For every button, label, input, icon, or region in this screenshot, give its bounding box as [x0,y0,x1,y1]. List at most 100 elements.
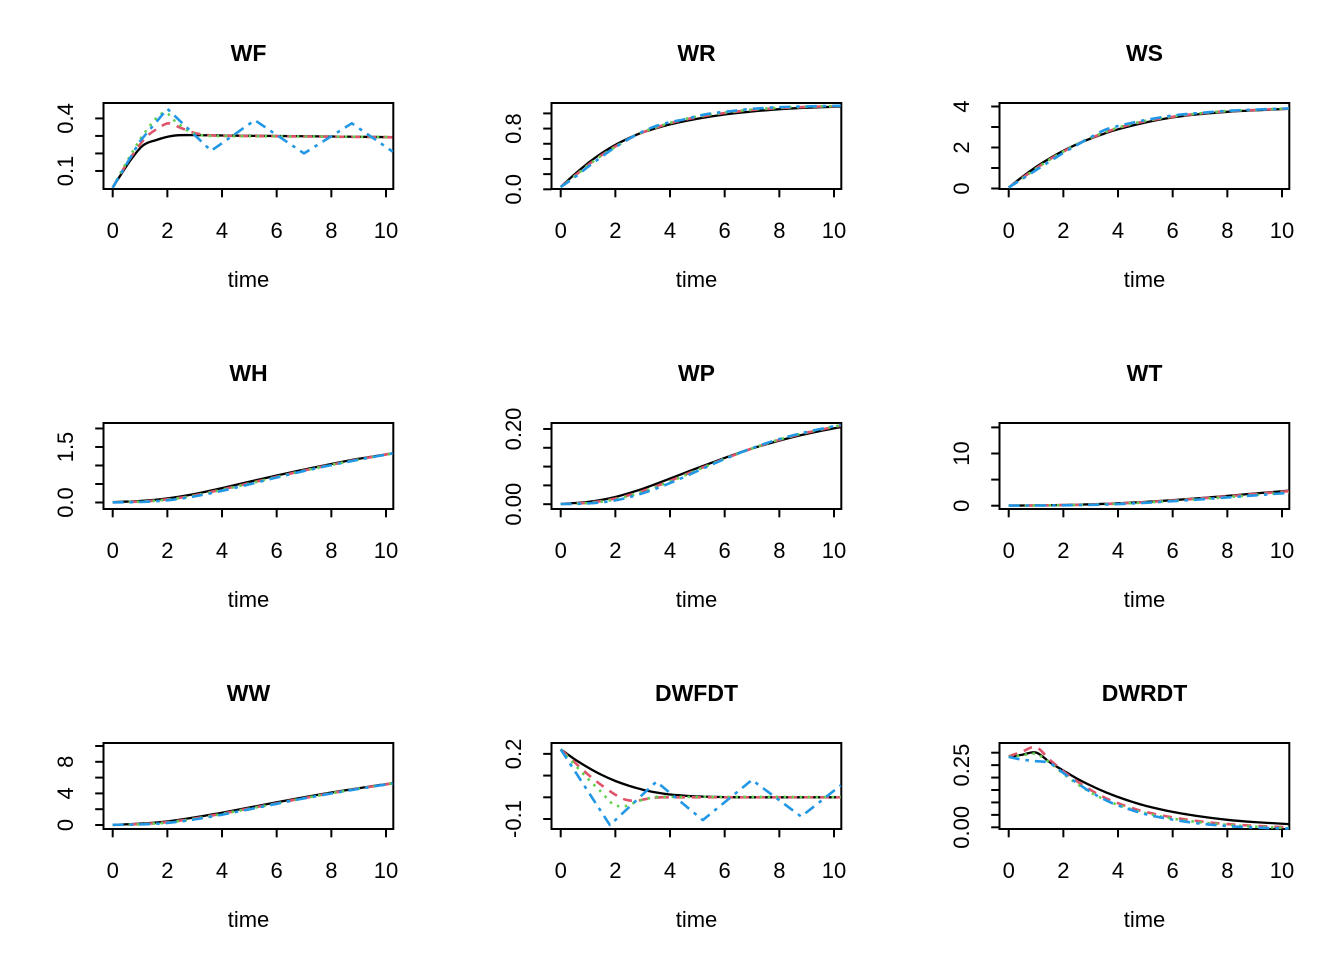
x-tick-label: 2 [161,858,173,883]
x-tick-label: 8 [325,538,337,563]
y-tick-label: 0.4 [53,103,78,134]
y-tick-label: 0.0 [501,174,526,205]
x-tick-label: 2 [609,218,621,243]
panel-title: WR [677,40,716,66]
plot-box [550,102,843,190]
x-tick-label: 4 [664,218,676,243]
x-tick-label: 4 [1112,858,1124,883]
y-tick-label: 1.5 [53,432,78,463]
x-axis-title: time [228,587,270,612]
x-tick-label: 2 [609,858,621,883]
x-tick-label: 4 [216,538,228,563]
x-tick-label: 8 [773,858,785,883]
x-axis-title: time [676,907,718,932]
x-tick-label: 10 [1270,538,1294,563]
series-dashdot-blue [112,782,394,827]
series-dashdot-blue [111,107,394,189]
y-tick-label: -0.1 [501,800,526,838]
y-tick-label: 0 [949,500,974,512]
x-tick-label: 0 [1003,858,1015,883]
x-tick-label: 4 [1112,218,1124,243]
y-tick-label: 4 [949,100,974,112]
x-tick-label: 6 [271,858,283,883]
x-tick-label: 0 [107,218,119,243]
x-tick-label: 2 [161,538,173,563]
x-tick-label: 10 [1270,858,1294,883]
panel-ws: WS 0 2 4 6 8 10 time 0 2 4 [949,40,1294,292]
x-tick-label: 10 [822,858,846,883]
x-tick-label: 2 [1057,538,1069,563]
panel-title: WF [231,40,267,66]
y-tick-label: 0.2 [501,739,526,770]
y-tick-label: 2 [949,141,974,153]
series-dashdot-blue [559,748,842,827]
x-tick-label: 10 [374,218,398,243]
series-dotted-green [1008,752,1289,830]
panel-title: WH [229,360,267,386]
x-tick-label: 0 [1003,538,1015,563]
panel-wr: WR 0 2 4 6 8 10 time 0.0 0.8 [501,40,846,292]
x-tick-label: 10 [1270,218,1294,243]
x-axis-title: time [228,267,270,292]
x-tick-label: 4 [664,538,676,563]
x-tick-label: 8 [1221,218,1233,243]
x-tick-label: 4 [664,858,676,883]
x-axis-title: time [676,267,718,292]
plot-box [102,422,395,510]
plot-box [998,422,1291,510]
x-tick-label: 10 [374,858,398,883]
series-solid-black [560,425,842,505]
series-dashed-red [1007,107,1289,189]
x-tick-label: 10 [822,538,846,563]
x-axis-title: time [228,907,270,932]
panel-wp: WP 0 2 4 6 8 10 time 0.00 0.20 [501,360,846,612]
series-dotted-green [559,748,841,808]
plot-box [102,102,395,190]
x-tick-label: 4 [216,218,228,243]
x-tick-label: 4 [216,858,228,883]
x-tick-label: 8 [773,218,785,243]
panel-title: WP [678,360,715,386]
series-dashdot-blue [1007,107,1289,189]
y-tick-label: 0.20 [501,408,526,451]
y-tick-label: 0.1 [53,156,78,187]
x-tick-label: 8 [325,858,337,883]
y-tick-label: 0.00 [501,483,526,526]
plot-box [998,102,1291,190]
x-tick-label: 8 [325,218,337,243]
y-tick-label: 8 [53,756,78,768]
series-dashdot-blue [112,452,394,504]
panel-title: DWFDT [655,680,738,706]
panel-ww: WW 0 2 4 6 8 10 time 0 4 8 [53,680,398,932]
series-solid-black [560,748,841,799]
y-tick-label: 0 [53,819,78,831]
series-dashed-red [1008,745,1289,829]
x-axis-title: time [1124,267,1166,292]
x-axis-title: time [1124,907,1166,932]
panel-title: DWRDT [1102,680,1188,706]
x-tick-label: 8 [773,538,785,563]
series-dashed-red [560,424,842,506]
y-tick-label: 0.0 [53,487,78,518]
x-tick-label: 10 [822,218,846,243]
x-tick-label: 6 [271,218,283,243]
x-tick-label: 6 [1167,538,1179,563]
x-tick-label: 6 [719,538,731,563]
series-solid-black [1007,107,1289,189]
series-dotted-green [560,423,842,506]
y-tick-label: 4 [53,787,78,799]
series-dashdot-blue [1008,755,1289,830]
series-dashed-red [559,748,841,803]
series-solid-black [111,133,393,189]
x-tick-label: 0 [555,538,567,563]
panel-title: WW [227,680,271,706]
x-axis-title: time [676,587,718,612]
series-dashdot-blue [559,104,841,189]
x-tick-label: 10 [374,538,398,563]
x-tick-label: 6 [1167,218,1179,243]
x-tick-label: 0 [107,858,119,883]
y-tick-label: 0.8 [501,113,526,144]
x-tick-label: 0 [555,858,567,883]
panel-wt: WT 0 2 4 6 8 10 time 0 10 [949,360,1294,612]
